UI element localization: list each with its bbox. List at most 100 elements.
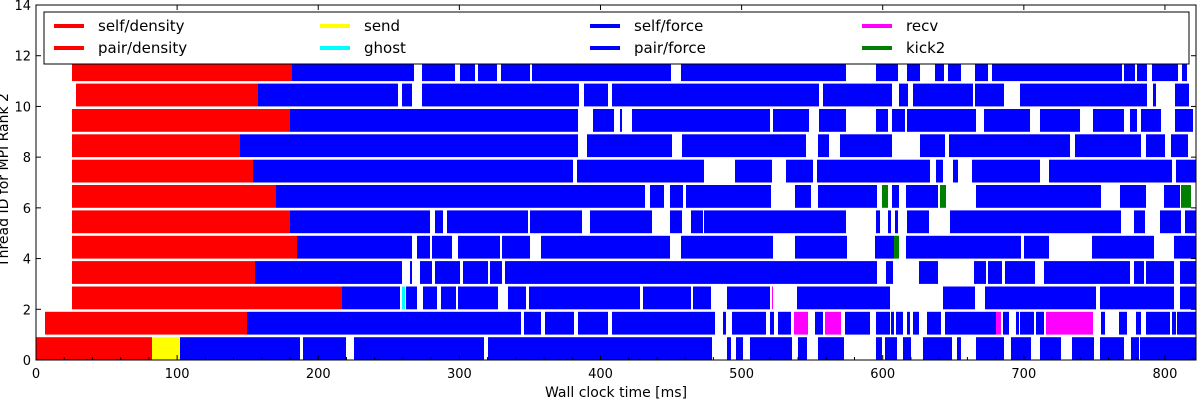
segment-force bbox=[420, 261, 432, 284]
segment-force bbox=[441, 286, 456, 310]
segment-force bbox=[1024, 235, 1049, 259]
segment-force bbox=[1146, 261, 1174, 284]
y-axis-ticks: 0 2 4 6 8 10 12 14 bbox=[14, 0, 1196, 369]
segment-recv bbox=[1052, 311, 1093, 335]
segment-force bbox=[1153, 83, 1156, 107]
segment-force bbox=[920, 134, 945, 158]
segment-force bbox=[906, 235, 1021, 259]
segment-force bbox=[1160, 210, 1181, 234]
segment-force bbox=[502, 235, 530, 259]
segment-force bbox=[1175, 109, 1193, 132]
segment-force bbox=[972, 159, 1040, 183]
segment-density bbox=[76, 83, 258, 107]
segment-force bbox=[945, 311, 996, 335]
segment-force bbox=[423, 286, 437, 310]
segment-force bbox=[276, 185, 645, 208]
segment-force bbox=[896, 311, 903, 335]
segment-force bbox=[180, 337, 300, 360]
segment-force bbox=[985, 286, 1096, 310]
segment-force bbox=[892, 185, 899, 208]
y-tick-label: 12 bbox=[14, 50, 31, 65]
segment-force bbox=[406, 286, 417, 310]
segment-force bbox=[1136, 311, 1141, 335]
segment-force bbox=[943, 286, 975, 310]
legend: self/density pair/density send ghost self/fo… bbox=[43, 11, 1190, 65]
segment-force bbox=[1049, 159, 1172, 183]
segment-force bbox=[524, 311, 541, 335]
segment-force bbox=[735, 159, 772, 183]
segment-force bbox=[529, 286, 640, 310]
x-axis-ticks: 0 100 200 300 400 500 600 700 800 bbox=[32, 5, 1194, 382]
segment-density bbox=[72, 185, 215, 208]
segment-force bbox=[682, 134, 806, 158]
segment-force bbox=[818, 185, 877, 208]
segment-force bbox=[303, 337, 346, 360]
segment-force bbox=[798, 337, 807, 360]
legend-label: ghost bbox=[364, 39, 406, 57]
y-tick-label: 8 bbox=[23, 151, 31, 166]
segment-force bbox=[240, 134, 578, 158]
segment-kick2 bbox=[1181, 185, 1191, 208]
segment-force bbox=[474, 286, 498, 310]
segment-force bbox=[1075, 134, 1141, 158]
segment-density bbox=[72, 235, 297, 259]
segment-density bbox=[72, 286, 342, 310]
y-tick-label: 4 bbox=[23, 253, 31, 268]
segment-force bbox=[976, 337, 1004, 360]
segment-force bbox=[1020, 311, 1034, 335]
segment-force bbox=[1003, 311, 1009, 335]
segment-force bbox=[795, 235, 847, 259]
segment-force bbox=[290, 109, 578, 132]
x-tick-label: 400 bbox=[588, 367, 613, 382]
segment-density bbox=[215, 185, 276, 208]
segment-force bbox=[447, 210, 528, 234]
segment-force bbox=[1011, 337, 1031, 360]
segment-force bbox=[490, 261, 502, 284]
y-tick-label: 6 bbox=[23, 202, 31, 217]
segment-density bbox=[72, 134, 240, 158]
segment-force bbox=[1100, 337, 1124, 360]
segment-force bbox=[723, 311, 726, 335]
segment-force bbox=[913, 83, 973, 107]
segment-force bbox=[650, 185, 664, 208]
segment-force bbox=[845, 311, 870, 335]
x-tick-label: 300 bbox=[447, 367, 472, 382]
segment-force bbox=[541, 235, 670, 259]
legend-label: self/density bbox=[98, 17, 185, 35]
y-axis-label: Thread ID for MPI Rank 2 bbox=[0, 93, 12, 268]
x-tick-label: 800 bbox=[1153, 367, 1178, 382]
segment-recv bbox=[825, 311, 841, 335]
segment-force bbox=[891, 311, 894, 335]
segment-force bbox=[258, 83, 398, 107]
segment-force bbox=[770, 311, 774, 335]
segment-force bbox=[1182, 58, 1187, 82]
segment-force bbox=[1164, 185, 1180, 208]
segment-force bbox=[1131, 337, 1139, 360]
legend-label: recv bbox=[906, 17, 938, 35]
segment-force bbox=[1140, 337, 1196, 360]
segment-force bbox=[903, 337, 911, 360]
segment-force bbox=[1174, 235, 1196, 259]
segment-force bbox=[1020, 83, 1147, 107]
segment-force bbox=[907, 109, 976, 132]
segment-force bbox=[1185, 210, 1196, 234]
segment-force bbox=[1176, 159, 1196, 183]
segment-force bbox=[1172, 311, 1176, 335]
segment-recv bbox=[1046, 311, 1052, 335]
segment-force bbox=[927, 311, 941, 335]
segment-force bbox=[876, 311, 890, 335]
x-tick-label: 500 bbox=[729, 367, 754, 382]
segment-force bbox=[935, 58, 944, 82]
segment-force bbox=[417, 235, 430, 259]
x-tick-label: 600 bbox=[870, 367, 895, 382]
segment-force bbox=[432, 235, 452, 259]
segment-force bbox=[1092, 235, 1154, 259]
segment-force bbox=[1171, 134, 1188, 158]
segment-force bbox=[988, 261, 1002, 284]
segment-force bbox=[797, 286, 890, 310]
x-tick-label: 700 bbox=[1011, 367, 1036, 382]
segment-force bbox=[593, 109, 614, 132]
segment-force bbox=[818, 134, 829, 158]
segment-force bbox=[795, 185, 811, 208]
